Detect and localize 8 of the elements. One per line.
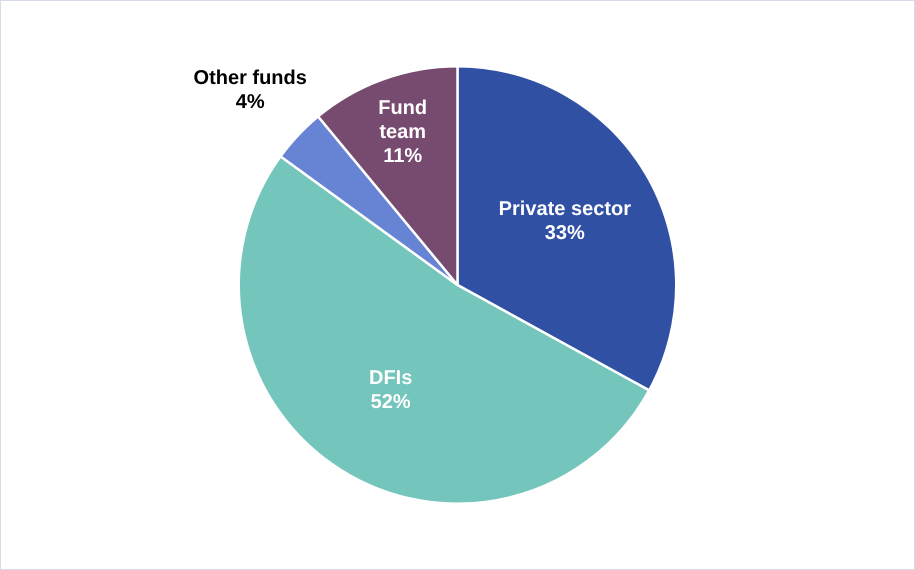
data-label: 33%: [544, 222, 586, 244]
slice-label: Fund team: [378, 97, 428, 144]
data-label: 11%: [383, 145, 422, 168]
data-label: 52%: [370, 390, 411, 413]
slice-label: DFIs: [369, 366, 412, 389]
slice-label: Other funds: [194, 66, 307, 89]
data-label: 4%: [236, 90, 265, 113]
slice-label: Private sector: [498, 198, 632, 220]
